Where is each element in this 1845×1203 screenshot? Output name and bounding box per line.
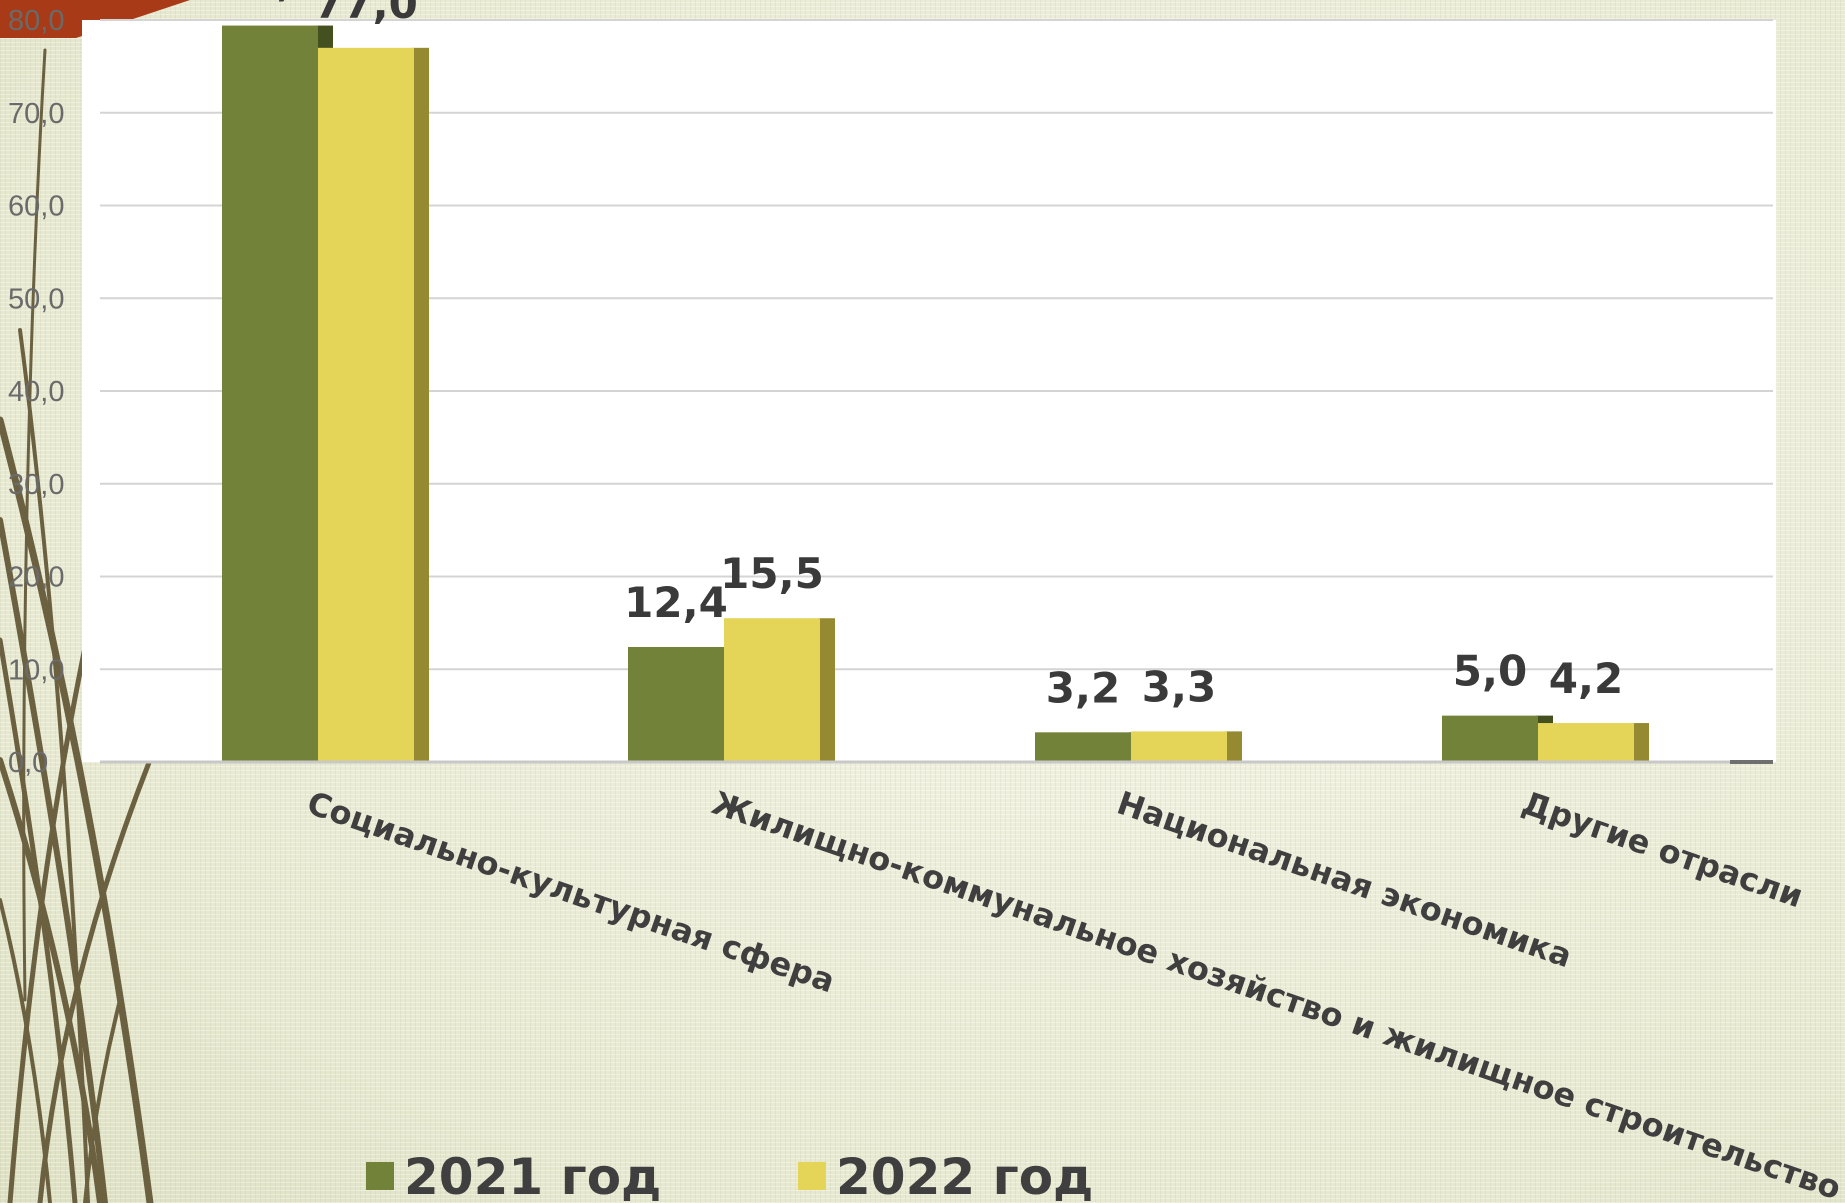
- y-tick-label: 30,0: [8, 469, 64, 501]
- bars: [222, 25, 1649, 762]
- y-tick-label: 40,0: [8, 376, 64, 408]
- data-label: 3,3: [1142, 662, 1216, 711]
- category-label: Другие отрасли: [1517, 784, 1807, 916]
- bar-side: [1632, 723, 1649, 762]
- y-tick-label: 70,0: [8, 98, 64, 130]
- bar-side: [818, 618, 835, 762]
- bar: [628, 646, 724, 762]
- axis-end-mark: [1730, 760, 1773, 764]
- bar: [1131, 731, 1227, 762]
- legend-swatch: [366, 1162, 394, 1190]
- category-labels: Социально-культурная сфераЖилищно-коммун…: [302, 784, 1845, 1203]
- bar-side: [1225, 731, 1242, 762]
- y-axis-ticks: 0,0 10,0 20,0 30,0 40,0 50,0 60,0 70,0 80,0: [8, 5, 64, 779]
- data-label: 4,2: [1549, 654, 1623, 703]
- y-tick-label: 50,0: [8, 283, 64, 315]
- legend-label: 2022 год: [836, 1148, 1093, 1203]
- y-tick-label: 60,0: [8, 191, 64, 223]
- bar: [1538, 723, 1634, 762]
- y-tick-label: 20,0: [8, 562, 64, 594]
- data-label: 3,2: [1046, 663, 1120, 712]
- data-label: 79,4: [218, 0, 322, 6]
- y-tick-label: 0,0: [8, 747, 48, 779]
- legend-swatch: [798, 1162, 826, 1190]
- bar: [222, 25, 318, 762]
- data-label: 15,5: [720, 549, 824, 598]
- bar: [724, 618, 820, 762]
- data-labels: 79,4 12,4 3,2 5,0 77,0 15,5 3,3 4,2: [218, 0, 1623, 712]
- bar: [1442, 715, 1538, 762]
- y-tick-label: 80,0: [8, 5, 64, 37]
- data-label: 77,0: [314, 0, 418, 28]
- bar: [318, 47, 414, 762]
- data-label: 12,4: [624, 578, 728, 627]
- bar: [1035, 732, 1131, 762]
- bar-side: [412, 47, 429, 762]
- legend-label: 2021 год: [404, 1148, 661, 1203]
- data-label: 5,0: [1453, 647, 1527, 696]
- y-tick-label: 10,0: [8, 654, 64, 686]
- legend: 2021 год 2022 год: [366, 1148, 1093, 1203]
